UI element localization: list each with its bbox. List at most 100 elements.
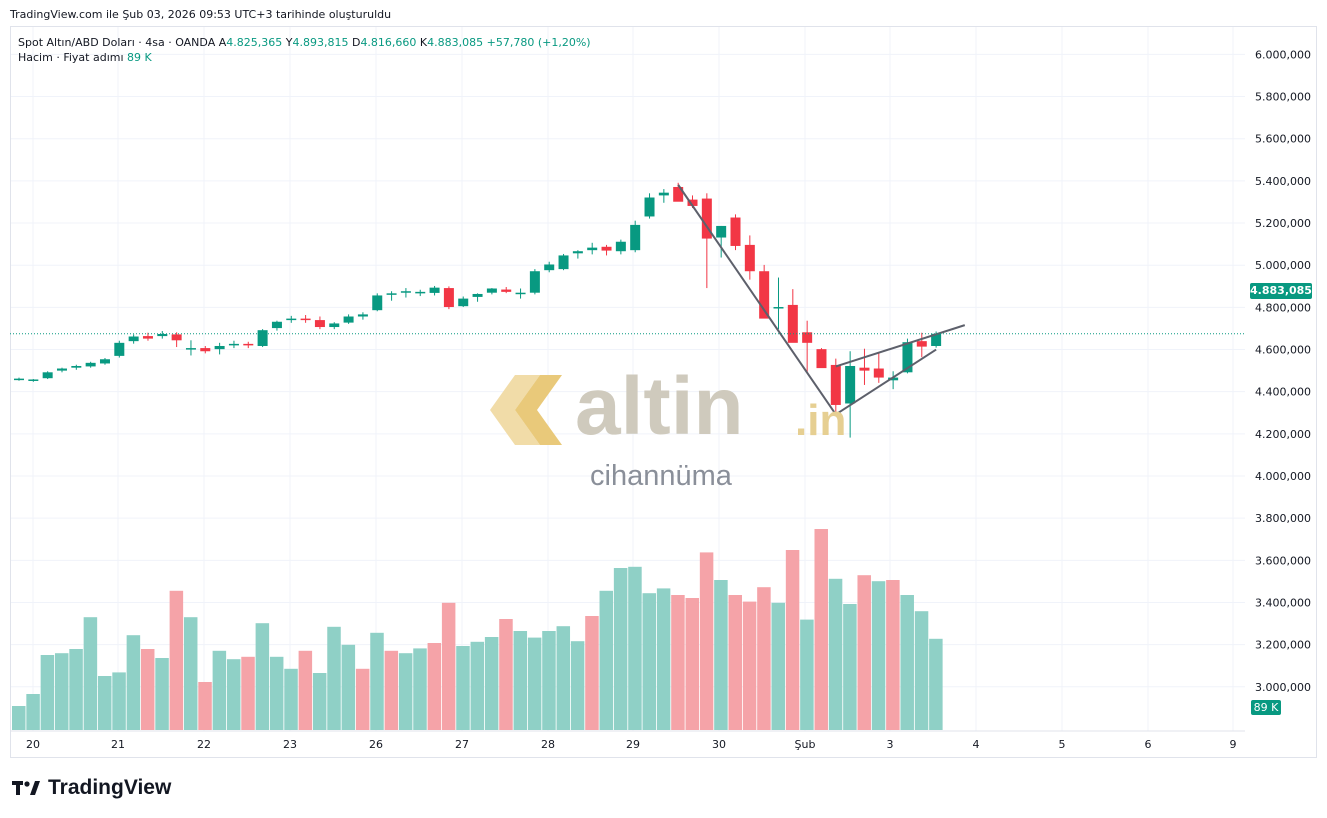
volume-bar — [169, 590, 184, 730]
trendline[interactable] — [677, 184, 837, 415]
candle-body — [888, 377, 899, 381]
y-tick-label: 3.200,000 — [1255, 639, 1311, 652]
candle — [228, 340, 239, 349]
candle — [28, 379, 39, 382]
candle — [128, 334, 139, 344]
volume-bar — [140, 649, 155, 730]
y-tick-label: 3.400,000 — [1255, 596, 1311, 609]
candle-body — [56, 368, 67, 371]
candle-body — [443, 288, 454, 308]
price-chart[interactable]: 6.000,000 5.800,000 5.600,000 5.400,000 5.20… — [0, 0, 1327, 760]
volume-bar — [212, 650, 227, 730]
candle-body — [744, 244, 755, 272]
volume-bar — [40, 655, 55, 730]
volume-bar — [12, 706, 26, 730]
candle-body — [859, 367, 870, 371]
candle-body — [71, 365, 82, 368]
x-tick-label: 9 — [1230, 738, 1237, 751]
volume-bar — [355, 668, 370, 730]
candle — [71, 364, 82, 370]
candle — [744, 235, 755, 280]
y-tick-label: 4.400,000 — [1255, 386, 1311, 399]
high-value: 4.893,815 — [292, 36, 349, 49]
volume-bar — [642, 593, 657, 730]
volume-bar — [513, 631, 528, 730]
volume-bar — [312, 673, 327, 730]
candle-body — [357, 314, 368, 317]
volume-bar — [742, 601, 757, 730]
candle-body — [658, 192, 669, 196]
candle-body — [386, 293, 397, 295]
x-tick-label: 3 — [887, 738, 894, 751]
candle — [257, 329, 268, 348]
candle-body — [902, 342, 913, 373]
candle-body — [257, 330, 268, 346]
candle-body — [415, 291, 426, 294]
time-axis[interactable]: 20 21 22 23 26 27 28 29 30 Şub 3 4 5 6 9 — [11, 730, 1245, 751]
candle-body — [644, 197, 655, 217]
volume-bar — [327, 626, 341, 730]
y-tick-label: 5.000,000 — [1255, 259, 1311, 272]
volume-tag: 89 K — [1251, 700, 1281, 715]
candle-body — [673, 186, 684, 202]
candle-body — [558, 255, 569, 270]
volume-bar — [284, 668, 298, 730]
candle — [314, 316, 325, 330]
chart-panel[interactable] — [10, 26, 1317, 758]
x-tick-label: 22 — [197, 738, 211, 751]
price-axis[interactable]: 6.000,000 5.800,000 5.600,000 5.400,000 5.20… — [1255, 48, 1311, 693]
candle-body — [271, 321, 282, 329]
volume-bar — [628, 566, 642, 730]
trendlines[interactable] — [677, 184, 966, 416]
candle-body — [515, 292, 526, 295]
volume-bar — [585, 616, 599, 730]
y-tick-label: 6.000,000 — [1255, 48, 1311, 61]
y-tick-label: 5.800,000 — [1255, 91, 1311, 104]
candle-body — [458, 298, 469, 307]
change-value: +57,780 (+1,20%) — [486, 36, 591, 49]
candle — [730, 214, 741, 251]
candle-body — [615, 241, 626, 252]
trendline[interactable] — [835, 348, 937, 416]
candle — [386, 291, 397, 301]
candle-body — [114, 342, 125, 356]
y-tick-label: 5.400,000 — [1255, 175, 1311, 188]
candle — [888, 371, 899, 390]
volume-bar — [685, 598, 700, 730]
candle-body — [701, 198, 712, 239]
volume-bar — [413, 648, 427, 730]
volume-bar — [542, 631, 556, 730]
volume-label: Hacim · Fiyat adımı — [18, 51, 124, 64]
volume-bar — [785, 550, 800, 730]
tradingview-brand[interactable]: TradingView — [12, 776, 171, 800]
candle — [142, 332, 153, 341]
volume-bars — [12, 529, 943, 730]
candle-body — [243, 343, 254, 346]
candle-body — [916, 341, 927, 347]
candle — [658, 189, 669, 203]
candle-body — [931, 333, 942, 346]
candle-body — [372, 295, 383, 311]
candle-body — [14, 378, 24, 381]
candle — [644, 193, 655, 219]
candle — [200, 345, 211, 354]
candle — [472, 293, 483, 302]
volume-bar — [241, 656, 255, 730]
volume-bar — [914, 611, 929, 730]
candle-body — [329, 323, 340, 328]
candle-body — [28, 379, 39, 381]
x-tick-label: 27 — [455, 738, 469, 751]
candle-body — [171, 334, 182, 341]
candle — [544, 261, 555, 273]
ohlc-legend: Spot Altın/ABD Doları · 4sa · OANDA A4.8… — [18, 35, 591, 51]
volume-bar — [871, 581, 886, 730]
candle — [329, 322, 340, 330]
volume-bar — [54, 653, 69, 730]
trendline[interactable] — [835, 324, 966, 368]
volume-bar — [398, 653, 413, 730]
volume-bar — [527, 637, 542, 730]
candle — [400, 288, 411, 298]
y-tick-label: 4.600,000 — [1255, 344, 1311, 357]
candle-body — [99, 359, 110, 364]
candle-body — [400, 291, 411, 293]
